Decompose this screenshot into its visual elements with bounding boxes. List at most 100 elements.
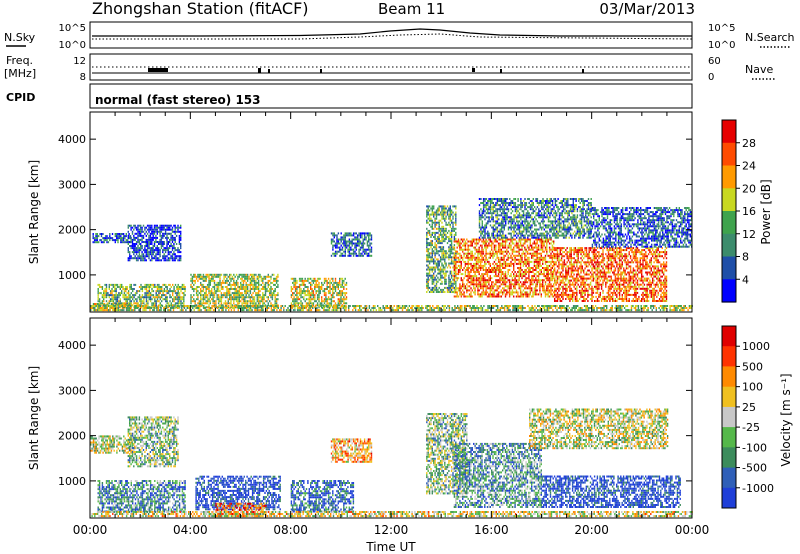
- heatmap-cell: [294, 294, 297, 297]
- heatmap-cell: [167, 241, 169, 243]
- heatmap-cell: [504, 289, 507, 292]
- heatmap-cell: [503, 204, 505, 207]
- heatmap-cell: [529, 285, 531, 288]
- heatmap-cell: [531, 289, 533, 292]
- heatmap-cell: [460, 291, 462, 294]
- heatmap-cell: [262, 292, 264, 295]
- heatmap-cell: [468, 271, 471, 273]
- heatmap-cell: [539, 287, 541, 290]
- heatmap-cell: [231, 292, 234, 295]
- heatmap-cell: [474, 287, 476, 290]
- heatmap-cell: [296, 298, 298, 301]
- heatmap-cell: [140, 249, 142, 252]
- heatmap-cell: [209, 273, 211, 276]
- heatmap-cell: [439, 282, 442, 285]
- heatmap-cell: [155, 249, 157, 252]
- heatmap-cell: [434, 252, 436, 255]
- heatmap-cell: [479, 277, 482, 280]
- heatmap-cell: [478, 295, 480, 298]
- heatmap-cell: [482, 287, 485, 290]
- heatmap-cell: [426, 284, 428, 287]
- heatmap-cell: [319, 286, 321, 288]
- heatmap-cell: [226, 294, 228, 297]
- heatmap-cell: [532, 277, 534, 280]
- heatmap-cell: [471, 256, 473, 259]
- heatmap-cell: [208, 286, 210, 288]
- heatmap-cell: [252, 283, 254, 286]
- heatmap-cell: [330, 304, 333, 307]
- heatmap-cell: [460, 254, 462, 257]
- heatmap-cell: [547, 277, 549, 280]
- heatmap-cell: [426, 260, 428, 263]
- heatmap-cell: [522, 204, 525, 207]
- heatmap-cell: [96, 235, 98, 238]
- heatmap-cell: [354, 242, 356, 245]
- heatmap-cell: [431, 276, 433, 279]
- heatmap-cell: [435, 217, 438, 220]
- heatmap-cell: [524, 273, 526, 276]
- heatmap-cell: [474, 264, 476, 267]
- heatmap-cell: [167, 257, 169, 260]
- heatmap-cell: [518, 275, 520, 278]
- heatmap-cell: [173, 304, 175, 307]
- heatmap-cell: [499, 200, 501, 202]
- heatmap-cell: [484, 273, 486, 276]
- heatmap-cell: [532, 295, 534, 298]
- heatmap-cell: [241, 275, 243, 278]
- heatmap-cell: [123, 288, 126, 290]
- heatmap-cell: [368, 232, 370, 235]
- heatmap-cell: [262, 286, 264, 288]
- heatmap-cell: [484, 218, 486, 221]
- heatmap-cell: [318, 290, 320, 293]
- heatmap-cell: [158, 296, 160, 299]
- heatmap-cell: [525, 271, 527, 273]
- heatmap-cell: [522, 273, 525, 276]
- heatmap-cell: [197, 298, 199, 301]
- heatmap-cell: [444, 227, 446, 230]
- heatmap-cell: [294, 290, 297, 293]
- heatmap-cell: [129, 255, 131, 258]
- heatmap-cell: [263, 277, 265, 280]
- heatmap-cell: [347, 248, 349, 251]
- heatmap-cell: [195, 304, 198, 307]
- heatmap-cell: [427, 272, 429, 275]
- heatmap-cell: [529, 232, 532, 235]
- heatmap-cell: [245, 283, 247, 286]
- nsky-label: N.Sky: [4, 31, 36, 44]
- heatmap-cell: [500, 228, 503, 231]
- heatmap-cell: [337, 246, 340, 249]
- heatmap-cell: [149, 243, 152, 245]
- heatmap-cell: [450, 286, 453, 289]
- heatmap-cell: [535, 242, 537, 245]
- heatmap-cell: [190, 283, 192, 286]
- heatmap-cell: [115, 298, 117, 301]
- heatmap-cell: [180, 302, 182, 305]
- heatmap-cell: [229, 277, 231, 280]
- heatmap-cell: [433, 280, 435, 283]
- heatmap-cell: [438, 227, 440, 230]
- heatmap-cell: [205, 277, 207, 280]
- heatmap-cell: [339, 279, 341, 282]
- heatmap-cell: [129, 286, 131, 288]
- heatmap-cell: [548, 279, 551, 282]
- heatmap-cell: [528, 256, 530, 259]
- heatmap-cell: [311, 290, 313, 293]
- heatmap-cell: [357, 238, 359, 241]
- heatmap-cell: [264, 281, 267, 284]
- heatmap-cell: [130, 288, 132, 290]
- heatmap-cell: [482, 293, 485, 296]
- heatmap-cell: [433, 272, 435, 275]
- heatmap-cell: [235, 290, 238, 293]
- heatmap-cell: [542, 273, 544, 276]
- heatmap-cell: [434, 288, 436, 291]
- heatmap-cell: [463, 283, 465, 286]
- heatmap-cell: [551, 285, 554, 288]
- heatmap-cell: [553, 295, 555, 298]
- heatmap-cell: [151, 257, 153, 260]
- heatmap-cell: [341, 242, 344, 245]
- heatmap-cell: [489, 240, 491, 243]
- heatmap-cell: [482, 234, 485, 237]
- heatmap-cell: [358, 240, 360, 243]
- heatmap-cell: [510, 254, 512, 257]
- heatmap-cell: [492, 232, 494, 235]
